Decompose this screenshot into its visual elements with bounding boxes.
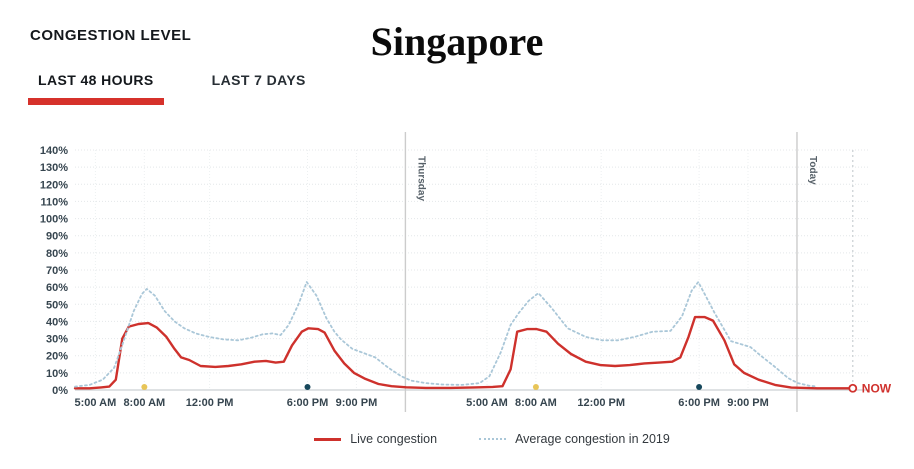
sunrise-dot (532, 384, 539, 390)
x-axis-label: 6:00 PM (287, 397, 329, 409)
x-axis-label: 6:00 PM (678, 397, 720, 409)
y-axis-label: 80% (46, 248, 68, 260)
x-axis-label: 8:00 AM (515, 397, 557, 409)
tab-last-7-days[interactable]: LAST 7 DAYS (211, 72, 306, 88)
legend-label: Live congestion (350, 432, 438, 446)
y-axis-label: 50% (46, 299, 68, 311)
legend-item-live-congestion: Live congestion (314, 432, 437, 446)
sunset-dot (696, 384, 703, 390)
live-congestion-swatch-icon (314, 437, 342, 441)
congestion-chart: 0% 10% 20% 30% 40% 50% 60% 70% 80% 90% 100% 110% 120… (0, 128, 914, 428)
x-axis-label: 9:00 PM (336, 397, 378, 409)
page-title: Singapore (370, 19, 544, 64)
y-axis-label: 60% (46, 282, 68, 294)
live-congestion-line (73, 315, 854, 390)
y-axis-label: 70% (46, 265, 68, 277)
tab-last-48-hours[interactable]: LAST 48 HOURS (28, 68, 164, 105)
sunset-dot (304, 384, 311, 390)
x-axis-label: 8:00 AM (123, 397, 165, 409)
y-axis-label: 100% (40, 214, 68, 226)
y-axis-label: 0% (52, 385, 68, 397)
y-axis-label: 10% (46, 368, 68, 380)
now-marker (848, 383, 858, 393)
tab-bar: LAST 48 HOURS LAST 7 DAYS (28, 68, 316, 105)
y-axis-label: 40% (46, 316, 68, 328)
average-2019-line (74, 281, 819, 388)
y-axis-label: 20% (46, 351, 68, 363)
y-axis-label: 90% (46, 231, 68, 243)
x-axis-label: 5:00 AM (75, 397, 117, 409)
sunrise-dot (141, 384, 148, 390)
legend-label: Average congestion in 2019 (515, 432, 670, 446)
x-axis-label: 9:00 PM (727, 397, 769, 409)
y-axis-label: 120% (40, 179, 68, 191)
x-axis-label: 12:00 PM (577, 397, 625, 409)
chart-legend: Live congestion Average congestion in 201… (0, 432, 914, 446)
section-title: CONGESTION LEVEL (30, 27, 192, 44)
y-axis-label: 140% (40, 145, 68, 157)
legend-item-average-2019: Average congestion in 2019 (479, 432, 670, 446)
day-separator-label: Thursday (415, 156, 426, 201)
now-label: NOW (862, 381, 892, 395)
y-axis-label: 30% (46, 334, 68, 346)
day-separator-label: Today (807, 156, 818, 185)
page-header: CONGESTION LEVEL LAST 48 HOURS LAST 7 DA… (0, 0, 914, 128)
average-2019-swatch-icon (479, 438, 507, 440)
chart-svg: 0% 10% 20% 30% 40% 50% 60% 70% 80% 90% 100% 110% 120… (40, 132, 892, 412)
x-axis-label: 5:00 AM (466, 397, 508, 409)
y-axis-label: 110% (40, 196, 68, 208)
x-axis-label: 12:00 PM (186, 397, 234, 409)
y-axis-label: 130% (40, 162, 68, 174)
